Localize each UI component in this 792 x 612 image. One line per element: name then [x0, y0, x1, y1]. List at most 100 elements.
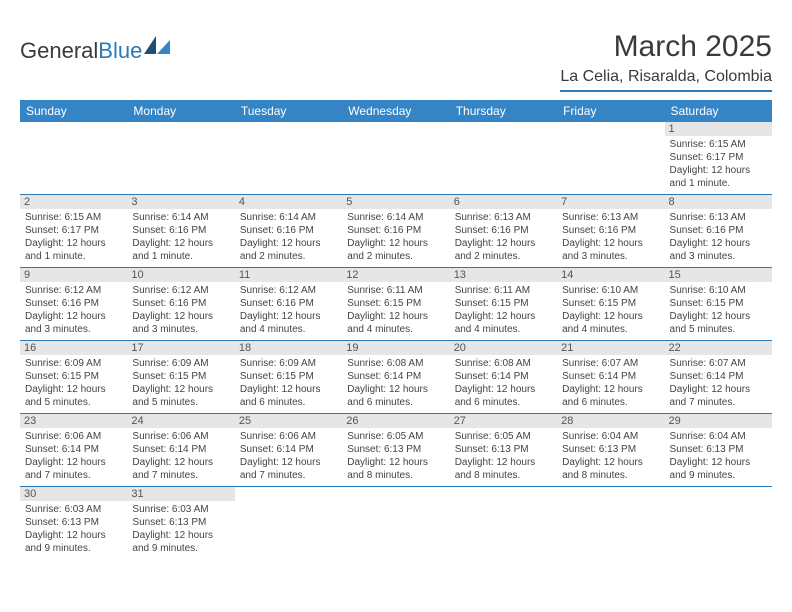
calendar-cell: [450, 122, 557, 195]
weekday-header: Thursday: [450, 100, 557, 122]
day-data: Sunrise: 6:14 AMSunset: 6:16 PMDaylight:…: [240, 211, 337, 263]
calendar-cell: 13 Sunrise: 6:11 AMSunset: 6:15 PMDayligh…: [450, 268, 557, 341]
day-number: 17: [127, 341, 234, 355]
weekday-header: Monday: [127, 100, 234, 122]
day-data: Sunrise: 6:12 AMSunset: 6:16 PMDaylight:…: [132, 284, 229, 336]
day-number: 18: [235, 341, 342, 355]
weekday-header: Tuesday: [235, 100, 342, 122]
weekday-header-row: SundayMondayTuesdayWednesdayThursdayFrid…: [20, 100, 772, 122]
calendar-cell: [665, 487, 772, 560]
day-number: 9: [20, 268, 127, 282]
day-number: 19: [342, 341, 449, 355]
day-number: 27: [450, 414, 557, 428]
day-number: 1: [665, 122, 772, 136]
calendar-cell: 7Sunrise: 6:13 AMSunset: 6:16 PMDaylight…: [557, 195, 664, 268]
calendar-cell: 16Sunrise: 6:09 AMSunset: 6:15 PMDayligh…: [20, 341, 127, 414]
day-data: Sunrise: 6:06 AMSunset: 6:14 PMDaylight:…: [25, 430, 122, 482]
calendar-cell: 10Sunrise: 6:12 AMSunset: 6:16 PMDayligh…: [127, 268, 234, 341]
day-data: Sunrise: 6:08 AMSunset: 6:14 PMDaylight:…: [347, 357, 444, 409]
day-number: 26: [342, 414, 449, 428]
calendar-cell: [450, 487, 557, 560]
calendar-cell: [235, 122, 342, 195]
logo-sail-icon: [144, 36, 170, 54]
day-data: Sunrise: 6:13 AMSunset: 6:16 PMDaylight:…: [455, 211, 552, 263]
day-data: Sunrise: 6:14 AMSunset: 6:16 PMDaylight:…: [132, 211, 229, 263]
calendar-cell: 22Sunrise: 6:07 AMSunset: 6:14 PMDayligh…: [665, 341, 772, 414]
title-block: March 2025 La Celia, Risaralda, Colombia: [560, 30, 772, 92]
calendar-cell: [557, 122, 664, 195]
page-title: March 2025: [560, 30, 772, 64]
calendar-row: 9 Sunrise: 6:12 AMSunset: 6:16 PMDaylight…: [20, 268, 772, 341]
day-data: Sunrise: 6:06 AMSunset: 6:14 PMDaylight:…: [132, 430, 229, 482]
calendar-cell: 1Sunrise: 6:15 AMSunset: 6:17 PMDaylight…: [665, 122, 772, 195]
day-number: 11: [235, 268, 342, 282]
day-number: 20: [450, 341, 557, 355]
calendar-cell: 30 Sunrise: 6:03 AMSunset: 6:13 PMDayligh…: [20, 487, 127, 560]
calendar-cell: [342, 122, 449, 195]
day-number: 4: [235, 195, 342, 209]
day-data: Sunrise: 6:03 AMSunset: 6:13 PMDaylight:…: [25, 503, 122, 555]
calendar-cell: 24Sunrise: 6:06 AMSunset: 6:14 PMDayligh…: [127, 414, 234, 487]
day-data: Sunrise: 6:07 AMSunset: 6:14 PMDaylight:…: [670, 357, 767, 409]
calendar-cell: 14 Sunrise: 6:10 AMSunset: 6:15 PMDayligh…: [557, 268, 664, 341]
day-number: 23: [20, 414, 127, 428]
calendar-cell: 8Sunrise: 6:13 AMSunset: 6:16 PMDaylight…: [665, 195, 772, 268]
day-data: Sunrise: 6:06 AMSunset: 6:14 PMDaylight:…: [240, 430, 337, 482]
day-number: 5: [342, 195, 449, 209]
day-number: 28: [557, 414, 664, 428]
calendar-cell: 19 Sunrise: 6:08 AMSunset: 6:14 PMDayligh…: [342, 341, 449, 414]
logo: GeneralBlue: [20, 38, 170, 64]
calendar-cell: 23 Sunrise: 6:06 AMSunset: 6:14 PMDayligh…: [20, 414, 127, 487]
day-data: Sunrise: 6:13 AMSunset: 6:16 PMDaylight:…: [670, 211, 767, 263]
calendar-cell: 21 Sunrise: 6:07 AMSunset: 6:14 PMDayligh…: [557, 341, 664, 414]
day-data: Sunrise: 6:09 AMSunset: 6:15 PMDaylight:…: [240, 357, 337, 409]
day-number: 30: [20, 487, 127, 501]
calendar-cell: 29 Sunrise: 6:04 AMSunset: 6:13 PMDayligh…: [665, 414, 772, 487]
header: GeneralBlue March 2025 La Celia, Risaral…: [20, 30, 772, 92]
day-data: Sunrise: 6:07 AMSunset: 6:14 PMDaylight:…: [562, 357, 659, 409]
calendar-cell: 28 Sunrise: 6:04 AMSunset: 6:13 PMDayligh…: [557, 414, 664, 487]
day-data: Sunrise: 6:08 AMSunset: 6:14 PMDaylight:…: [455, 357, 552, 409]
calendar-cell: 12Sunrise: 6:11 AMSunset: 6:15 PMDayligh…: [342, 268, 449, 341]
weekday-header: Wednesday: [342, 100, 449, 122]
calendar-cell: 27 Sunrise: 6:05 AMSunset: 6:13 PMDayligh…: [450, 414, 557, 487]
day-data: Sunrise: 6:05 AMSunset: 6:13 PMDaylight:…: [347, 430, 444, 482]
day-data: Sunrise: 6:04 AMSunset: 6:13 PMDaylight:…: [562, 430, 659, 482]
location: La Celia, Risaralda, Colombia: [560, 68, 772, 92]
day-data: Sunrise: 6:09 AMSunset: 6:15 PMDaylight:…: [25, 357, 122, 409]
weekday-header: Saturday: [665, 100, 772, 122]
calendar-cell: 2Sunrise: 6:15 AMSunset: 6:17 PMDaylight…: [20, 195, 127, 268]
day-number: 21: [557, 341, 664, 355]
calendar-cell: [235, 487, 342, 560]
day-number: 2: [20, 195, 127, 209]
weekday-header: Sunday: [20, 100, 127, 122]
day-number: 25: [235, 414, 342, 428]
day-number: 6: [450, 195, 557, 209]
logo-text: GeneralBlue: [20, 38, 142, 64]
calendar-row: 23 Sunrise: 6:06 AMSunset: 6:14 PMDayligh…: [20, 414, 772, 487]
day-data: Sunrise: 6:13 AMSunset: 6:16 PMDaylight:…: [562, 211, 659, 263]
day-data: Sunrise: 6:12 AMSunset: 6:16 PMDaylight:…: [240, 284, 337, 336]
calendar-cell: 25 Sunrise: 6:06 AMSunset: 6:14 PMDayligh…: [235, 414, 342, 487]
day-data: Sunrise: 6:05 AMSunset: 6:13 PMDaylight:…: [455, 430, 552, 482]
calendar-cell: 11 Sunrise: 6:12 AMSunset: 6:16 PMDayligh…: [235, 268, 342, 341]
calendar-cell: [20, 122, 127, 195]
calendar-body: 1Sunrise: 6:15 AMSunset: 6:17 PMDaylight…: [20, 122, 772, 559]
day-number: 14: [557, 268, 664, 282]
calendar-cell: 26 Sunrise: 6:05 AMSunset: 6:13 PMDayligh…: [342, 414, 449, 487]
logo-word2: Blue: [98, 38, 142, 63]
day-number: 29: [665, 414, 772, 428]
day-number: 13: [450, 268, 557, 282]
logo-word1: General: [20, 38, 98, 63]
day-data: Sunrise: 6:11 AMSunset: 6:15 PMDaylight:…: [455, 284, 552, 336]
calendar-cell: 5Sunrise: 6:14 AMSunset: 6:16 PMDaylight…: [342, 195, 449, 268]
calendar-cell: 20 Sunrise: 6:08 AMSunset: 6:14 PMDayligh…: [450, 341, 557, 414]
calendar-cell: [127, 122, 234, 195]
day-data: Sunrise: 6:04 AMSunset: 6:13 PMDaylight:…: [670, 430, 767, 482]
day-data: Sunrise: 6:11 AMSunset: 6:15 PMDaylight:…: [347, 284, 444, 336]
day-data: Sunrise: 6:10 AMSunset: 6:15 PMDaylight:…: [562, 284, 659, 336]
calendar-cell: 31Sunrise: 6:03 AMSunset: 6:13 PMDayligh…: [127, 487, 234, 560]
day-data: Sunrise: 6:03 AMSunset: 6:13 PMDaylight:…: [132, 503, 229, 555]
calendar-cell: 15Sunrise: 6:10 AMSunset: 6:15 PMDayligh…: [665, 268, 772, 341]
calendar-cell: 4 Sunrise: 6:14 AMSunset: 6:16 PMDaylight…: [235, 195, 342, 268]
